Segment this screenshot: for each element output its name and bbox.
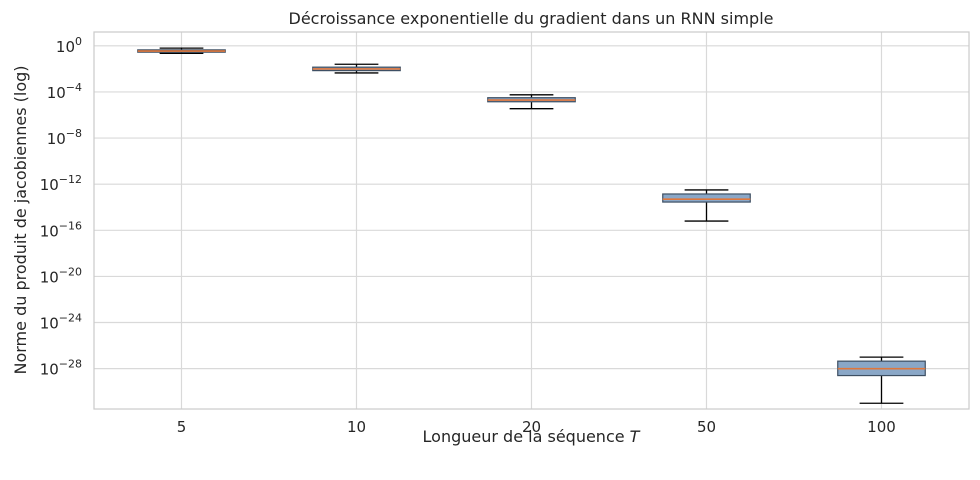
plot-area [93, 31, 970, 410]
x-axis-variable: T [630, 427, 641, 446]
box-100 [837, 356, 926, 404]
y-tick-exponent: −16 [59, 219, 82, 232]
x-tick-label: 10 [347, 418, 366, 436]
y-tick-exponent: −28 [59, 358, 82, 371]
x-tick-label: 20 [522, 418, 541, 436]
box-20 [487, 94, 576, 110]
boxes [137, 47, 926, 404]
chart-title: Décroissance exponentielle du gradient d… [289, 9, 774, 28]
box-5 [137, 47, 226, 54]
y-tick-label: 10−8 [47, 127, 82, 148]
y-tick-exponent: −24 [59, 312, 82, 325]
grid [94, 32, 969, 409]
y-axis-label: Norme du produit de jacobiennes (log) [11, 65, 30, 374]
x-axis-label-text: Longueur de la séquence [423, 427, 625, 446]
y-tick-base: 10 [40, 268, 59, 286]
x-tick-label: 50 [697, 418, 716, 436]
y-tick-exponent: −12 [59, 173, 82, 186]
y-tick-base: 10 [40, 222, 59, 240]
x-axis-label: Longueur de la séquence T [423, 427, 641, 446]
box-iqr [662, 193, 751, 203]
box-10 [312, 63, 401, 74]
y-tick-label: 10−20 [40, 265, 82, 286]
y-tick-label: 10−16 [40, 219, 82, 240]
y-tick-exponent: −8 [66, 127, 82, 140]
y-tick-base: 10 [40, 315, 59, 333]
x-tick-labels: 5 10 20 50 100 [177, 418, 896, 436]
y-tick-exponent: −4 [66, 81, 82, 94]
y-tick-base: 10 [40, 361, 59, 379]
y-tick-base: 10 [40, 176, 59, 194]
x-tick-label: 5 [177, 418, 187, 436]
box-50 [662, 189, 751, 222]
x-tick-label: 100 [867, 418, 896, 436]
y-tick-label: 100 [56, 35, 82, 56]
y-tick-exponent: −20 [59, 265, 82, 278]
y-tick-label: 10−28 [40, 358, 82, 379]
y-tick-base: 10 [47, 84, 66, 102]
y-tick-base: 10 [56, 38, 75, 56]
y-tick-label: 10−12 [40, 173, 82, 194]
y-tick-base: 10 [47, 130, 66, 148]
y-tick-exponent: 0 [75, 35, 82, 48]
y-tick-label: 10−4 [47, 81, 82, 102]
y-tick-label: 10−24 [40, 312, 82, 333]
